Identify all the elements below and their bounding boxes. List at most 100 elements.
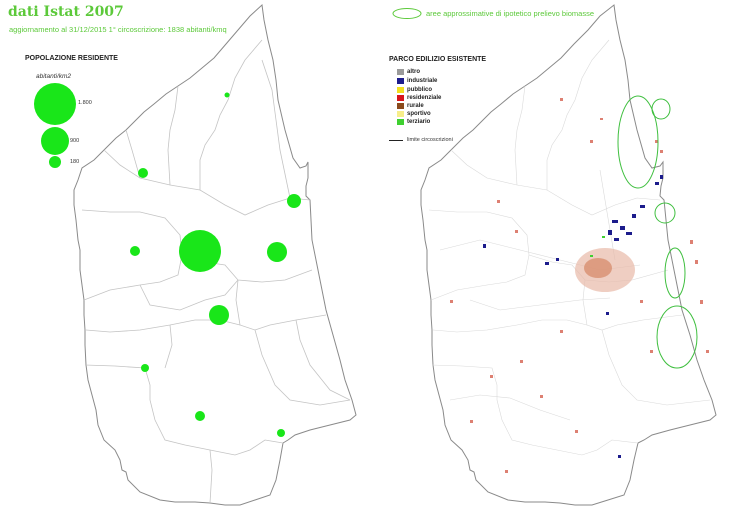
biomass-legend-label: aree approssimative di ipotetico preliev…	[426, 9, 595, 18]
industrial-building	[556, 258, 559, 261]
population-legend-value-large: 1.800	[78, 100, 92, 106]
legend-swatch	[397, 94, 404, 101]
population-bubble	[287, 194, 301, 208]
residential-buildings	[450, 98, 709, 473]
population-bubble	[179, 230, 221, 272]
industrial-building	[612, 220, 618, 223]
industrial-building	[545, 262, 549, 265]
population-bubble	[138, 168, 148, 178]
population-bubble	[224, 92, 230, 98]
population-legend-heading: POPOLAZIONE RESIDENTE	[25, 55, 118, 62]
legend-item-sportivo: sportivo	[397, 110, 431, 117]
residential-building	[640, 300, 643, 303]
boundary-legend-label: limite circoscrizioni	[407, 137, 453, 143]
residential-building	[520, 360, 523, 363]
biomass-area-ellipse	[654, 202, 676, 224]
residential-building	[660, 150, 663, 153]
industrial-building	[660, 175, 663, 179]
residential-building	[695, 260, 698, 264]
legend-swatch	[397, 118, 404, 125]
population-bubble	[141, 364, 149, 372]
biomass-area-ellipse	[651, 98, 671, 120]
population-bubble	[209, 305, 229, 325]
legend-label: industriale	[407, 77, 438, 84]
population-legend-bubble-medium	[41, 127, 69, 155]
biomass-area-ellipse	[617, 95, 659, 189]
legend-item-rurale: rurale	[397, 102, 424, 109]
legend-label: rurale	[407, 102, 424, 109]
biomass-legend: aree approssimative di ipotetico preliev…	[394, 9, 594, 18]
population-map	[34, 3, 357, 506]
legend-swatch	[397, 77, 404, 84]
tertiary-buildings	[590, 236, 605, 257]
residential-building	[590, 140, 593, 143]
industrial-building	[640, 205, 645, 208]
industrial-building	[483, 244, 486, 248]
industrial-building	[618, 455, 621, 458]
map-title: dati Istat 2007	[8, 4, 124, 20]
legend-item-altro: altro	[397, 68, 420, 75]
industrial-building	[614, 238, 619, 241]
legend-swatch	[397, 110, 404, 117]
residential-building	[650, 350, 653, 353]
population-bubble	[267, 242, 287, 262]
industrial-building	[606, 312, 609, 315]
legend-label: altro	[407, 68, 421, 75]
residential-building	[560, 98, 563, 101]
residential-building	[575, 430, 578, 433]
population-bubbles	[130, 92, 301, 437]
population-legend-bubble-small	[49, 156, 61, 168]
residential-building	[470, 420, 473, 423]
boundary-legend: limite circoscrizioni	[389, 137, 453, 143]
biomass-areas	[617, 95, 698, 369]
residential-building	[490, 375, 493, 378]
biomass-legend-ellipse-icon	[392, 8, 422, 19]
biomass-area-ellipse	[656, 305, 698, 369]
industrial-building	[620, 226, 625, 230]
residential-building	[450, 300, 453, 303]
residential-building	[497, 200, 500, 203]
residential-building	[560, 330, 563, 333]
population-legend-value-medium: 900	[70, 138, 80, 144]
boundary-legend-line	[389, 139, 403, 141]
population-bubble	[277, 429, 285, 437]
town-centre-area	[584, 258, 612, 278]
residential-building	[655, 140, 658, 143]
industrial-building	[608, 230, 612, 235]
building-clusters	[450, 98, 709, 473]
population-legend-unit: abitanti/km2	[36, 73, 72, 80]
residential-building	[540, 395, 543, 398]
biomass-area-ellipse	[664, 247, 686, 299]
residential-building	[600, 118, 603, 120]
population-legend-value-small: 180	[70, 159, 80, 165]
industrial-building	[655, 182, 659, 185]
legend-item-terziario: terziario	[397, 118, 430, 125]
population-legend-symbols	[34, 83, 76, 168]
residential-building	[690, 240, 693, 244]
municipality-outline-right	[420, 4, 717, 506]
legend-swatch	[397, 86, 404, 93]
legend-label: pubblico	[407, 86, 432, 93]
industrial-building	[626, 232, 632, 235]
residential-building	[700, 300, 703, 304]
building-stock-map	[420, 4, 717, 506]
residential-building	[515, 230, 518, 233]
legend-label: terziario	[407, 118, 431, 125]
legend-swatch	[397, 68, 404, 75]
industrial-building	[632, 214, 636, 218]
building-legend-heading: PARCO EDILIZIO ESISTENTE	[389, 56, 487, 63]
tertiary-building	[602, 236, 605, 238]
legend-label: sportivo	[407, 110, 431, 117]
population-legend-bubble-large	[34, 83, 76, 125]
residential-building	[706, 350, 709, 353]
legend-item-residenziale: residenziale	[397, 94, 441, 101]
legend-item-industriale: industriale	[397, 77, 437, 84]
legend-label: residenziale	[407, 94, 442, 101]
residential-building	[505, 470, 508, 473]
tertiary-building	[590, 255, 593, 257]
legend-item-pubblico: pubblico	[397, 86, 432, 93]
population-bubble	[195, 411, 205, 421]
population-bubble	[130, 246, 140, 256]
industrial-buildings	[483, 175, 663, 458]
